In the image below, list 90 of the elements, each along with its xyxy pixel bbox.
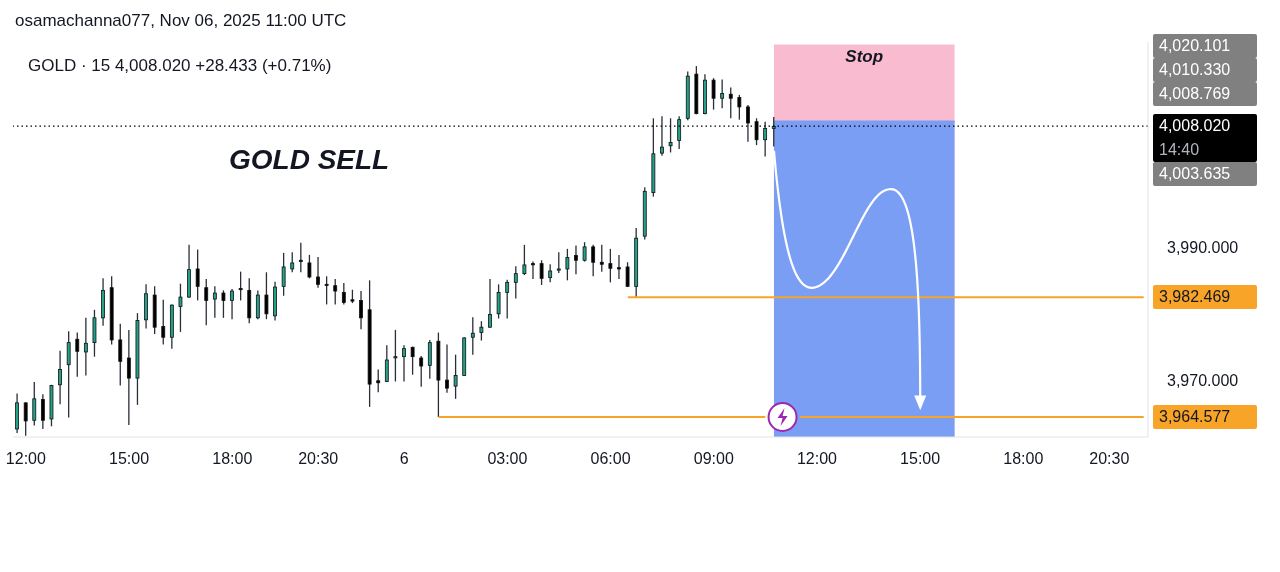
text: 4,003.635 — [1159, 164, 1232, 185]
candlestick — [513, 265, 518, 300]
candlestick — [178, 283, 183, 333]
candlestick — [591, 244, 596, 277]
candlestick — [161, 299, 166, 346]
candlestick — [677, 115, 682, 150]
candlestick — [230, 288, 234, 320]
x-tick-label: 18:00 — [212, 450, 253, 467]
candlestick — [427, 339, 432, 380]
x-tick-label: 18:00 — [1003, 450, 1044, 467]
candlestick — [668, 117, 673, 154]
candlestick — [488, 278, 492, 329]
text: 4,008.769 — [1159, 84, 1232, 104]
candlestick — [204, 278, 209, 326]
x-tick-label: 12:00 — [5, 450, 47, 467]
candlestick — [333, 278, 338, 306]
y-tick-label: 3,990.000 — [1167, 238, 1239, 256]
text: osamachanna077, Nov 06, 2025 11:00 UTC — [15, 11, 347, 31]
x-tick-label: 20:30 — [1089, 450, 1130, 467]
candlestick — [574, 244, 578, 275]
candlestick — [32, 381, 37, 427]
candlestick — [617, 254, 621, 280]
candlestick — [608, 248, 613, 283]
x-tick-label: 6 — [399, 450, 409, 467]
data-label: 3,982.469 — [1159, 287, 1232, 308]
candlestick — [556, 251, 561, 274]
candlestick — [660, 115, 664, 157]
candlestick — [83, 317, 88, 377]
ref-line-label: 4,008.020 — [1159, 116, 1232, 137]
x-tick-label: 03:00 — [487, 450, 528, 467]
candlestick — [445, 343, 449, 394]
candlestick — [238, 270, 243, 302]
candlestick — [548, 263, 553, 283]
candlestick — [599, 244, 604, 273]
candlestick — [359, 290, 363, 330]
candlestick — [40, 393, 45, 430]
candlestick — [384, 344, 389, 383]
candlestick — [221, 289, 226, 319]
candlestick — [298, 242, 303, 273]
x-tick-label: 06:00 — [590, 450, 631, 467]
candlestick — [531, 260, 535, 280]
candlestick — [281, 252, 286, 297]
candlestick — [479, 320, 484, 342]
candlestick — [522, 244, 527, 276]
text: GOLD SELL — [229, 144, 390, 176]
candlestick — [75, 331, 80, 378]
candlestick — [316, 256, 320, 289]
candlestick — [496, 283, 501, 320]
candlestick — [410, 345, 415, 376]
candlestick — [771, 116, 776, 148]
candlestick — [126, 329, 131, 426]
y-tick-label: 3,970.000 — [1167, 372, 1239, 390]
candlestick — [470, 316, 475, 356]
candlestick — [324, 275, 329, 306]
x-tick-label: 12:00 — [796, 450, 838, 467]
candlestick — [66, 330, 71, 419]
x-tick-label: 15:00 — [900, 450, 941, 467]
x-tick-label: 15:00 — [109, 450, 150, 467]
text: GOLD · 15 4,008.020 +28.433 (+0.71%) — [28, 56, 332, 76]
candlestick — [402, 344, 406, 383]
candlestick — [720, 78, 725, 109]
candlestick — [290, 251, 295, 273]
candlestick — [393, 329, 398, 383]
candlestick — [419, 355, 424, 388]
candlestick — [255, 289, 260, 320]
candlestick — [23, 401, 28, 437]
candlestick — [582, 241, 587, 263]
candlestick — [341, 282, 346, 306]
candlestick — [625, 261, 630, 288]
candlestick — [565, 248, 570, 281]
candlestick — [453, 354, 458, 400]
candlestick — [763, 121, 768, 158]
data-label: 3,964.577 — [1159, 407, 1232, 428]
candlestick — [505, 279, 510, 320]
x-tick-label: 20:30 — [298, 450, 339, 467]
candlestick — [212, 285, 217, 319]
text: 4,020.101 — [1159, 36, 1232, 56]
x-tick-label: 09:00 — [693, 450, 734, 467]
candlestick — [195, 248, 200, 302]
candlestick — [728, 86, 733, 119]
text: 14:40 — [1159, 140, 1201, 161]
candlestick — [58, 349, 62, 405]
candlestick — [376, 368, 381, 393]
candlestick — [737, 94, 742, 121]
text: 4,010.330 — [1159, 60, 1232, 80]
candlestick — [264, 271, 269, 320]
candlestick — [118, 323, 123, 387]
candlestick — [539, 259, 544, 286]
candlestick — [711, 77, 716, 111]
series-label: Stop — [845, 47, 884, 67]
